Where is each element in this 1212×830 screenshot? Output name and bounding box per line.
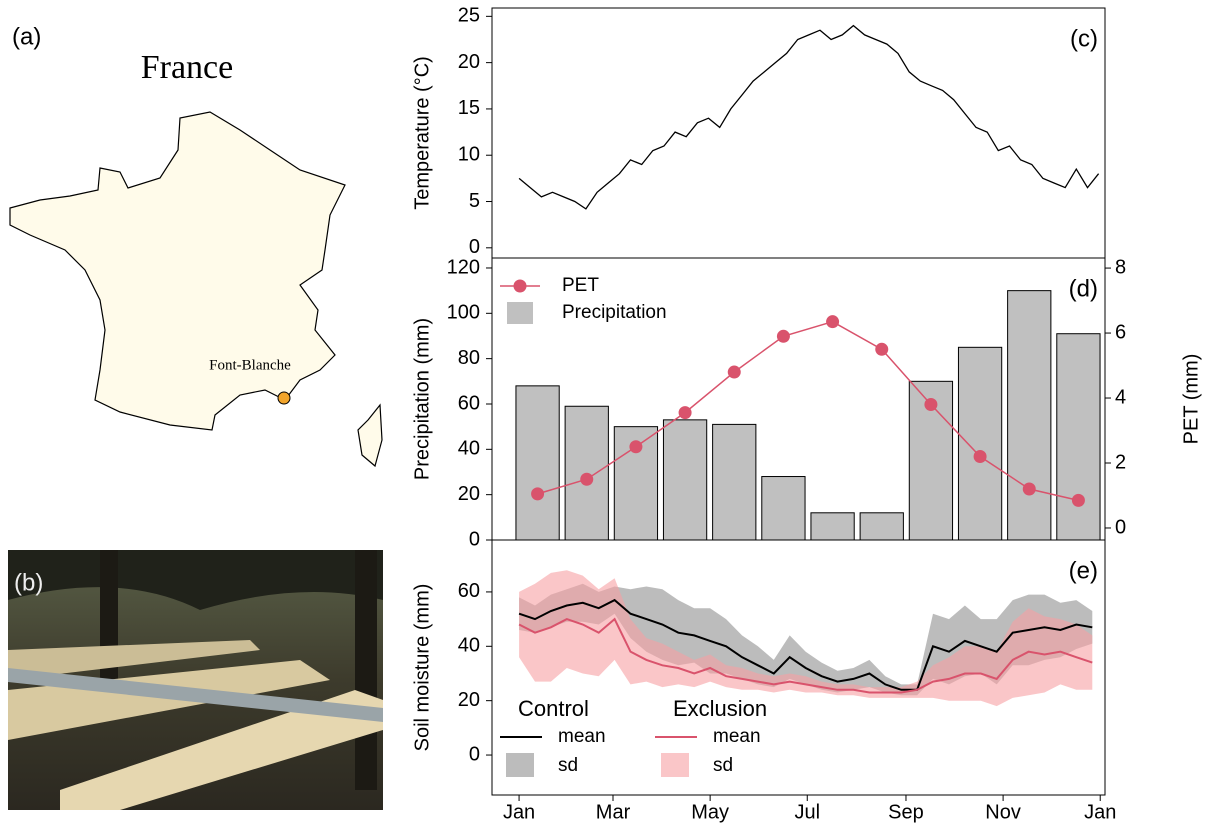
legend-title: Exclusion <box>673 696 767 721</box>
temperature-line <box>518 24 1100 210</box>
sd-band <box>519 570 1093 707</box>
pet-point <box>973 450 987 464</box>
legend-label: sd <box>713 755 733 776</box>
pet-point <box>678 406 692 420</box>
gutter <box>8 660 330 740</box>
gutter <box>8 640 260 680</box>
x-tick-label: Jul <box>794 801 820 823</box>
pet-point <box>531 487 545 501</box>
y-tick-label: 60 <box>458 392 480 414</box>
x-tick-label: Nov <box>985 801 1021 823</box>
y-tick-label: 80 <box>458 347 480 369</box>
pet-point <box>1071 493 1085 507</box>
tree-trunk <box>355 550 377 790</box>
x-tick-label: Mar <box>596 801 631 823</box>
pet-point <box>1022 482 1036 496</box>
pet-point <box>924 398 938 412</box>
precipitation-bar <box>662 419 708 541</box>
pipe <box>8 668 383 722</box>
precipitation-bar <box>712 423 757 541</box>
pet-point <box>629 440 643 454</box>
x-tick-label: Sep <box>888 801 924 823</box>
legend-label: mean <box>713 726 761 747</box>
corsica-outline <box>357 403 383 468</box>
y-tick-label: 40 <box>458 438 480 460</box>
y-tick-label: 20 <box>458 483 480 505</box>
precipitation-bar <box>1007 290 1052 541</box>
panel-label: (a) <box>12 23 41 50</box>
y2-tick-label: 8 <box>1115 256 1126 278</box>
precipitation-bar <box>761 476 806 541</box>
precipitation-bar <box>515 385 560 541</box>
y-tick-label: 25 <box>458 5 480 27</box>
y2-tick-label: 6 <box>1115 321 1126 343</box>
legend-swatch <box>507 302 533 324</box>
y-tick-label: 0 <box>469 528 480 550</box>
legend-label: mean <box>558 726 606 747</box>
legend-swatch <box>661 753 689 777</box>
y-axis-label: Precipitation (mm) <box>411 318 433 480</box>
y-tick-label: 60 <box>458 580 480 602</box>
panel-label: (b) <box>14 569 43 596</box>
y-tick-label: 10 <box>458 144 480 166</box>
y-tick-label: 0 <box>469 743 480 765</box>
y-tick-label: 0 <box>469 236 480 258</box>
y-axis-label: Soil moisture (mm) <box>411 584 433 752</box>
legend-label: sd <box>558 755 578 776</box>
legend-label: Precipitation <box>562 302 667 323</box>
pet-point <box>727 365 741 379</box>
panel-frame <box>491 7 1106 259</box>
y-tick-label: 120 <box>447 256 480 278</box>
map-title: France <box>141 49 234 86</box>
x-tick-label: Jan <box>1084 801 1116 823</box>
site-marker <box>277 391 291 405</box>
precipitation-bar <box>810 512 855 541</box>
precipitation-bar <box>957 346 1003 541</box>
mean-line <box>518 598 1093 691</box>
y-tick-label: 20 <box>458 51 480 73</box>
precipitation-bar <box>859 512 904 541</box>
mean-line <box>518 617 1093 694</box>
pet-point <box>875 342 889 356</box>
tree-trunk <box>100 550 118 710</box>
site-label: Font-Blanche <box>209 357 291 373</box>
panel-label: (d) <box>1069 275 1098 302</box>
precipitation-bar <box>1056 333 1101 541</box>
x-tick-label: May <box>691 801 729 823</box>
y2-tick-label: 4 <box>1115 386 1126 408</box>
x-tick-label: Jan <box>503 801 535 823</box>
pet-point <box>826 315 840 329</box>
photo-panel: (b) <box>8 550 383 810</box>
y2-tick-label: 0 <box>1115 516 1126 538</box>
y-tick-label: 40 <box>458 635 480 657</box>
pet-line <box>537 320 1079 502</box>
y-axis-label: Temperature (°C) <box>411 56 433 210</box>
y2-tick-label: 2 <box>1115 451 1126 473</box>
legend-title: Control <box>518 696 589 721</box>
panel-label: (e) <box>1069 557 1098 584</box>
y2-axis-label: PET (mm) <box>1180 354 1202 445</box>
gutter <box>60 690 383 810</box>
pet-point <box>580 472 594 486</box>
y-tick-label: 15 <box>458 97 480 119</box>
y-tick-label: 5 <box>469 190 480 212</box>
legend-marker <box>513 279 527 293</box>
pet-point <box>776 329 790 343</box>
panel-label: (c) <box>1070 25 1098 52</box>
legend-swatch <box>506 753 534 777</box>
france-outline <box>9 111 346 431</box>
y-tick-label: 100 <box>447 302 480 324</box>
y-tick-label: 20 <box>458 689 480 711</box>
map-panel: (a) France Font-Blanche <box>9 23 383 468</box>
legend-label: PET <box>562 275 599 296</box>
